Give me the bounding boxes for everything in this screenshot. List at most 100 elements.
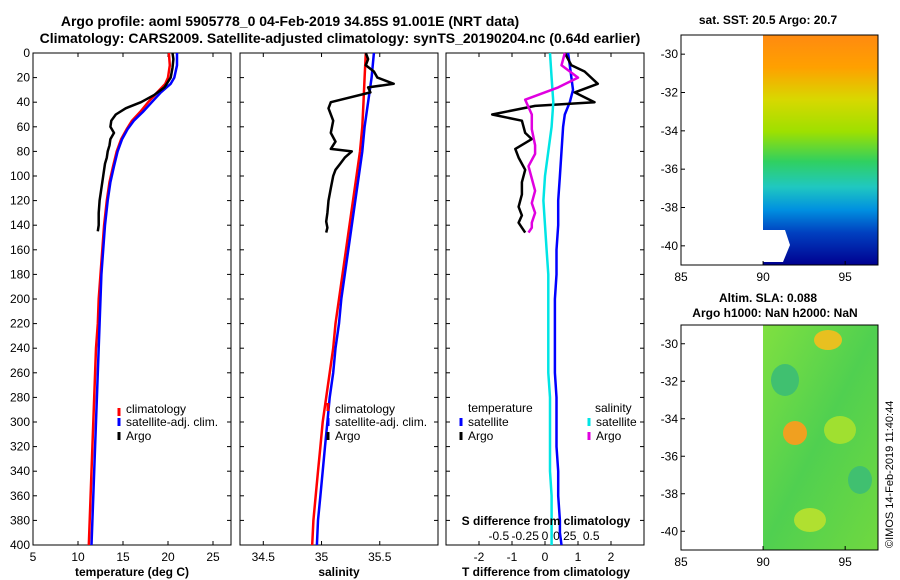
legend-argo: Argo [335,429,361,443]
y-tick-label: 160 [10,243,30,257]
legend-group-salinity: salinity [595,401,632,415]
series-line-temperature-argo [490,52,600,234]
figure-title-line1: Argo profile: aoml 5905778_0 04-Feb-2019… [61,13,519,29]
series-line-argo [324,52,395,233]
map-x-tick-label: 90 [756,555,770,569]
map-y-tick-label: -40 [661,524,679,538]
x-tick-label: 0 [542,550,549,564]
x2-tick-label: -0.5 [488,529,509,543]
sla-map-subtitle: Argo h1000: NaN h2000: NaN [692,306,857,320]
legend-sal-argo: Argo [596,429,622,443]
y-tick-label: 140 [10,218,30,232]
map-y-tick-label: -34 [661,124,679,138]
map-y-tick-label: -36 [661,162,679,176]
map-x-tick-label: 95 [838,555,852,569]
map-y-tick-label: -30 [661,337,679,351]
map-y-tick-label: -38 [661,487,679,501]
difference-xlabel2: S difference from climatology [462,514,631,528]
x-tick-label: 20 [161,550,175,564]
sst-land-mask [763,230,790,262]
map-x-tick-label: 85 [674,555,688,569]
map-y-tick-label: -32 [661,86,679,100]
y-tick-label: 300 [10,415,30,429]
legend-temp-argo: Argo [468,429,494,443]
sla-low-spot [771,364,799,396]
y-tick-label: 20 [17,71,31,85]
sla-map [680,324,879,551]
legend-sal-satellite: satellite [596,415,637,429]
series-line-satellite-adj-clim- [315,52,376,546]
x-tick-label: 34.5 [252,550,276,564]
y-tick-label: 360 [10,489,30,503]
sla-map-frame [680,324,879,551]
copyright-stamp: ©IMOS 14-Feb-2019 11:40:44 [884,401,896,548]
salinity-xlabel: salinity [318,565,360,579]
map-y-tick-label: -36 [661,449,679,463]
figure-title-line2: Climatology: CARS2009. Satellite-adjuste… [40,30,641,46]
sla-high-spot [814,330,842,350]
temperature-legend: climatology satellite-adj. clim. Argo [117,402,218,443]
map-x-tick-label: 85 [674,270,688,284]
map-y-tick-label: -32 [661,374,679,388]
legend-climatology: climatology [335,402,395,416]
legend-group-temperature: temperature [468,401,533,415]
sla-high-spot [783,421,807,445]
y-tick-label: 280 [10,390,30,404]
temperature-xlabel: temperature (deg C) [75,565,189,579]
y-tick-label: 380 [10,513,30,527]
sst-map-axes: 85 90 95 -30 -32 -34 -36 -38 -40 [661,47,853,284]
x-tick-label: 25 [206,550,220,564]
map-x-tick-label: 95 [838,270,852,284]
y-tick-label: 320 [10,440,30,454]
difference-panel-frame [445,52,645,546]
x2-tick-label: 0.5 [583,529,600,543]
y-tick-label: 100 [10,169,30,183]
series-line-salinity-satellite [542,52,555,545]
y-tick-label: 80 [17,144,31,158]
sst-map [680,34,879,266]
salinity-legend: climatology satellite-adj. clim. Argo [326,402,427,443]
map-y-tick-label: -38 [661,201,679,215]
x-tick-label: 1 [575,550,582,564]
legend-temp-satellite: satellite [468,415,509,429]
x2-tick-label: 0 [542,529,549,543]
series-line-satellite-adj-clim- [90,53,179,546]
sla-map-axes: 85 90 95 -30 -32 -34 -36 -38 -40 [661,337,853,569]
map-y-tick-label: -30 [661,47,679,61]
y-tick-label: 0 [23,46,30,60]
salinity-panel: 34.5 35 35.5 [240,52,438,564]
series-line-climatology [310,52,368,546]
y-tick-label: 400 [10,538,30,552]
sst-heatmap [763,35,878,265]
legend-satellite-adj: satellite-adj. clim. [335,415,427,429]
y-tick-label: 340 [10,464,30,478]
y-tick-label: 60 [17,120,31,134]
y-tick-label: 200 [10,292,30,306]
y-tick-label: 240 [10,341,30,355]
temperature-panel-frame [32,52,232,546]
y-tick-label: 260 [10,366,30,380]
legend-argo: Argo [126,429,152,443]
sla-spot [794,508,826,532]
sst-map-frame [680,34,879,266]
map-y-tick-label: -40 [661,239,679,253]
y-tick-label: 120 [10,194,30,208]
map-x-tick-label: 90 [756,270,770,284]
series-line-temperature-satellite [553,52,575,546]
x-tick-label: -1 [507,550,518,564]
x-tick-label: 2 [608,550,615,564]
difference-panel: -2 -1 0 1 2 -0.5 -0.25 0 0.25 0.5 [446,52,644,564]
map-y-tick-label: -34 [661,412,679,426]
series-line-argo [96,52,175,232]
x-tick-label: 35.5 [368,550,392,564]
x-tick-label: 15 [116,550,130,564]
x2-tick-label: -0.25 [512,529,540,543]
sla-low-spot [848,466,872,494]
difference-legend: temperature satellite Argo salinity sate… [459,401,637,443]
series-line-salinity-argo [523,52,580,234]
difference-xlabel: T difference from climatology [462,565,630,579]
y-tick-label: 40 [17,95,31,109]
sst-map-title: sat. SST: 20.5 Argo: 20.7 [699,13,838,27]
x-tick-label: 5 [30,550,37,564]
